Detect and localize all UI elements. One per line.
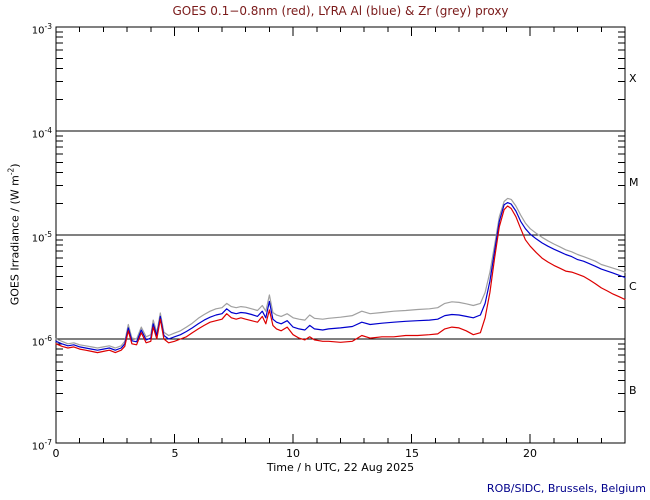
credit-text: ROB/SIDC, Brussels, Belgium	[486, 482, 646, 495]
chart-title: GOES 0.1−0.8nm (red), LYRA Al (blue) & Z…	[172, 4, 509, 18]
y-axis-tick-label: 10-6	[31, 334, 52, 349]
flare-class-label-c: C	[629, 280, 637, 293]
y-axis-title: GOES Irradiance / (W m-2)	[6, 163, 22, 306]
y-axis-tick-label: 10-5	[31, 230, 52, 245]
x-axis-tick-label: 10	[286, 447, 300, 460]
x-axis-title: Time / h UTC, 22 Aug 2025	[266, 461, 415, 474]
y-axis-tick-label: 10-4	[31, 126, 52, 141]
flare-class-label-m: M	[629, 176, 639, 189]
x-axis-tick-label: 5	[171, 447, 179, 460]
x-axis-tick-label: 20	[523, 447, 537, 460]
y-axis-tick-label: 10-3	[31, 22, 52, 37]
flare-class-label-x: X	[629, 72, 637, 85]
y-axis-tick-label: 10-7	[31, 438, 52, 453]
flare-class-label-b: B	[629, 384, 637, 397]
x-axis-tick-label: 15	[405, 447, 419, 460]
x-axis-tick-label: 0	[52, 447, 60, 460]
